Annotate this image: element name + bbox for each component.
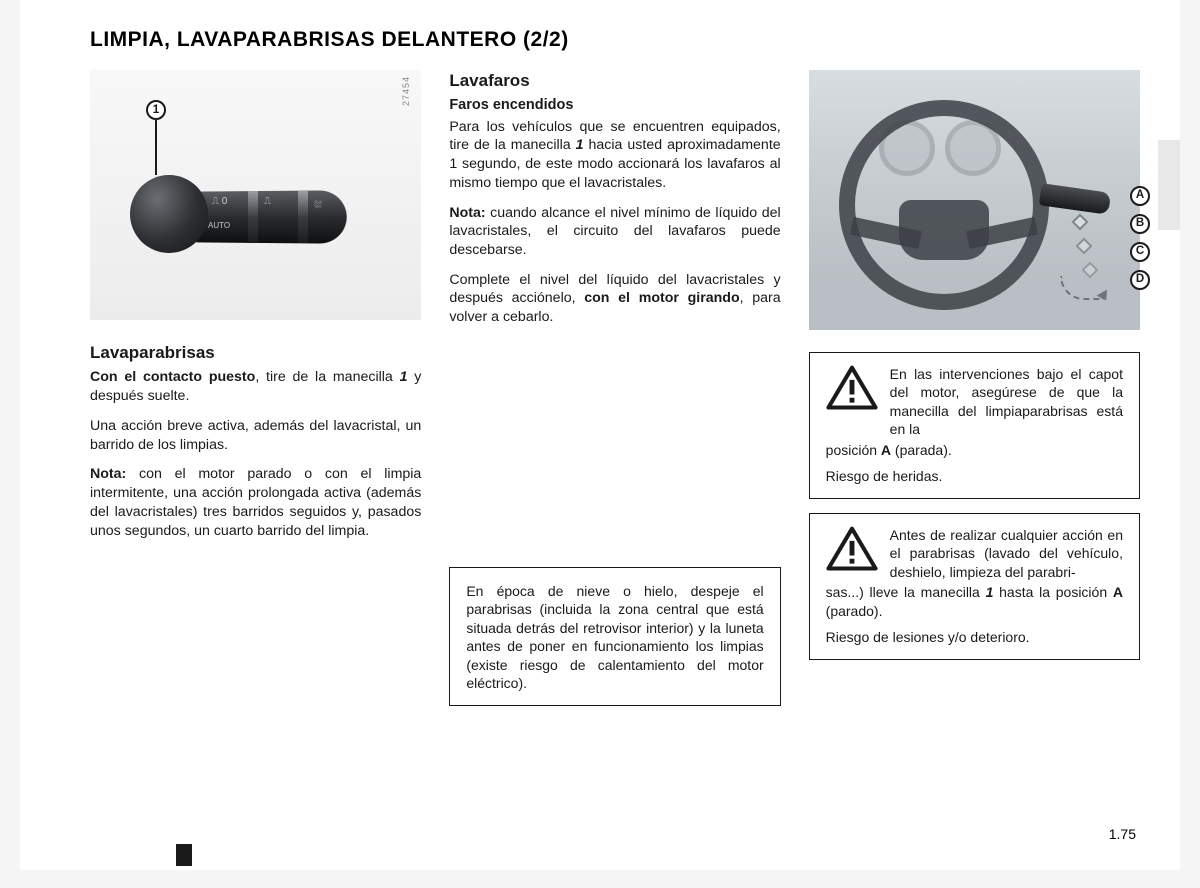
callout-B: B [1130, 214, 1150, 234]
warn2-tail: sas...) lleve la manecilla 1 hasta la po… [826, 583, 1123, 620]
column-1: 27454 1 ⎍ 0 AUTO ⎍ ⛆ Lavaparabrisas Con … [90, 70, 421, 706]
heading-lavafaros: Lavafaros [449, 70, 780, 92]
stalk-ring-2 [298, 191, 308, 243]
col1-p3-label: Nota: [90, 466, 126, 482]
columns: 27454 1 ⎍ 0 AUTO ⎍ ⛆ Lavaparabrisas Con … [90, 70, 1140, 706]
spray-icon: ⛆ [314, 199, 322, 212]
warn2-tail-a: sas...) lleve la manecilla [826, 584, 986, 600]
col2-p2-text: cuando alcance el nivel mínimo de líquid… [449, 205, 780, 258]
col1-p3: Nota: con el motor parado o con el limpi… [90, 465, 421, 540]
footer-mark [176, 844, 192, 866]
col2-p1: Para los vehículos que se encuentren equ… [449, 118, 780, 193]
callout-A: A [1130, 186, 1150, 206]
column-3: 26760 A B C D [809, 70, 1140, 706]
col2-p2: Nota: cuando alcance el nivel mínimo de … [449, 204, 780, 260]
col1-p1-bold: Con el contacto puesto [90, 369, 255, 385]
page: LIMPIA, LAVAPARABRISAS DELANTERO (2/2) 2… [20, 0, 1180, 870]
warn2-lead: Antes de realizar cualquier acción en el… [890, 526, 1123, 581]
warning-icon-wrap-1 [826, 365, 880, 439]
warn2-tail-b: hasta la posición [993, 584, 1112, 600]
col2-p2-label: Nota: [449, 205, 485, 221]
warn2-tail-c: A [1113, 584, 1123, 600]
callout-C: C [1130, 242, 1150, 262]
warn1-tail-a: posición [826, 442, 881, 458]
col2-p1-ref: 1 [576, 137, 584, 153]
warn1-tail-b: A [881, 442, 891, 458]
warn2-risk: Riesgo de lesiones y/o deterioro. [826, 628, 1123, 646]
warn2-row: Antes de realizar cualquier acción en el… [826, 526, 1123, 581]
callout-1: 1 [146, 100, 166, 120]
title-main: LIMPIA, LAVAPARABRISAS DELANTERO [90, 28, 523, 51]
info-box-snow: En época de nieve o hielo, despeje el pa… [449, 567, 780, 706]
warn1-lead: En las intervenciones bajo el capot del … [890, 365, 1123, 439]
warning-icon-wrap-2 [826, 526, 880, 581]
stalk-illustration: ⎍ 0 AUTO ⎍ ⛆ [130, 165, 365, 265]
figure-steering: 26760 A B C D [809, 70, 1140, 330]
info-box-text: En época de nieve o hielo, despeje el pa… [466, 583, 763, 691]
stalk-ring-1 [248, 191, 258, 243]
col2-p3: Complete el nivel del líquido del lavacr… [449, 271, 780, 327]
warning-box-1: En las intervenciones bajo el capot del … [809, 352, 1140, 499]
warn2-tail-d: (parado). [826, 603, 883, 619]
washer-icon: ⎍ [264, 195, 271, 208]
heading-lavaparabrisas: Lavaparabrisas [90, 342, 421, 364]
col1-p3-text: con el motor parado o con el limpia inte… [90, 466, 421, 538]
warning-triangle-icon [826, 526, 878, 572]
subheading-faros: Faros encendidos [449, 96, 780, 115]
wheel-hub [899, 200, 989, 260]
warn1-tail: posición A (parada). [826, 441, 1123, 459]
warn1-row: En las intervenciones bajo el capot del … [826, 365, 1123, 439]
col1-p1-b: , tire de la manecilla [255, 369, 399, 385]
warn1-tail-c: (parada). [891, 442, 952, 458]
warn1-risk: Riesgo de heridas. [826, 467, 1123, 485]
title-sub: (2/2) [523, 28, 569, 51]
stalk-knob [130, 175, 208, 253]
col2-p3-bold: con el motor girando [584, 290, 739, 306]
wiper-icon: ⎍ 0 [212, 195, 227, 208]
side-tab [1158, 140, 1180, 230]
figure-stalk: 27454 1 ⎍ 0 AUTO ⎍ ⛆ [90, 70, 421, 320]
col1-p2: Una acción breve activa, además del lava… [90, 417, 421, 454]
figure-ref-1: 27454 [401, 76, 413, 106]
col1-p1: Con el contacto puesto, tire de la manec… [90, 368, 421, 405]
callout-D: D [1130, 270, 1150, 290]
page-title: LIMPIA, LAVAPARABRISAS DELANTERO (2/2) [90, 28, 1140, 52]
page-number: 1.75 [1109, 826, 1136, 842]
column-2: Lavafaros Faros encendidos Para los vehí… [449, 70, 780, 706]
warning-triangle-icon [826, 365, 878, 411]
warning-box-2: Antes de realizar cualquier acción en el… [809, 513, 1140, 660]
auto-label: AUTO [208, 221, 230, 232]
